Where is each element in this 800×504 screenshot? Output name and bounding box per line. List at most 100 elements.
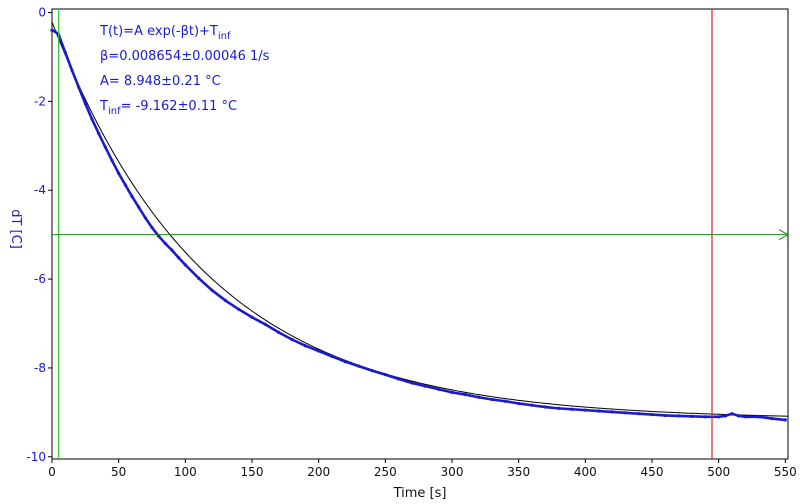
x-tick-label: 350 [507, 465, 530, 479]
data-point [70, 68, 74, 72]
data-point [757, 415, 761, 419]
data-point [357, 364, 361, 368]
data-point [703, 415, 707, 419]
data-point [370, 369, 374, 373]
data-point [210, 288, 214, 292]
data-point [197, 276, 201, 280]
data-point [530, 403, 534, 407]
x-axis-label: Time [s] [393, 486, 447, 501]
data-point [123, 183, 127, 187]
data-point [663, 413, 667, 418]
threshold-arrow-icon [778, 229, 790, 241]
x-tick-label: 550 [774, 465, 797, 479]
x-tick-label: 100 [174, 465, 197, 479]
data-point [397, 377, 401, 381]
x-tick-label: 250 [374, 465, 397, 479]
data-point [103, 145, 107, 149]
y-tick-label: -2 [34, 94, 46, 108]
fit-annotation: β=0.008654±0.00046 1/s [100, 49, 270, 64]
data-point [303, 344, 307, 348]
data-point [650, 412, 654, 417]
x-tick-label: 500 [707, 465, 730, 479]
data-point [570, 407, 574, 411]
y-tick-label: -4 [34, 183, 46, 197]
data-point [150, 225, 154, 230]
axes-layer: 0-2-4-6-8-100 50 100 150 200 250 300 350 400 450 5… [8, 6, 797, 501]
data-point [637, 412, 641, 416]
data-point [783, 418, 787, 422]
data-point [477, 395, 481, 399]
data-point [330, 354, 334, 358]
x-tick-label: 50 [111, 465, 126, 479]
data-point [770, 416, 774, 421]
data-point [623, 411, 627, 415]
annotation-subscript: inf [108, 106, 121, 117]
annotation-prefix: T [99, 99, 108, 114]
data-point [90, 117, 94, 121]
fit-annotation: Tinf= -9.162±0.11 °C [99, 99, 237, 117]
fit-layer [51, 21, 789, 417]
y-tick-label: 0 [38, 6, 46, 20]
x-tick-label: 150 [241, 465, 264, 479]
data-point [543, 405, 547, 409]
data-point [53, 29, 57, 33]
data-point [583, 408, 587, 412]
fit-annotation: A= 8.948±0.21 °C [100, 74, 221, 89]
data-point [450, 390, 454, 394]
data-point [277, 330, 281, 334]
y-axis-label: dT [C] [8, 209, 23, 249]
x-tick-label: 400 [574, 465, 597, 479]
data-point [317, 349, 321, 353]
fit-curve [51, 21, 789, 417]
data-point [290, 337, 294, 342]
data-point [83, 102, 87, 106]
data-point [517, 401, 521, 406]
data-point [677, 414, 681, 418]
y-tick-label: -6 [34, 272, 46, 286]
annotation-text: β=0.008654±0.00046 1/s [100, 49, 270, 64]
data-point [110, 158, 114, 163]
data-point [63, 50, 67, 55]
data-point [177, 256, 181, 260]
data-point [463, 392, 467, 397]
data-point [77, 85, 81, 89]
data-point [263, 322, 267, 326]
data-point [723, 414, 727, 418]
x-tick-label: 450 [641, 465, 664, 479]
data-point [410, 381, 414, 385]
x-tick-label: 300 [441, 465, 464, 479]
marker-layer [52, 9, 790, 459]
data-point [97, 131, 101, 135]
plot-area [51, 8, 789, 460]
data-point [503, 399, 507, 403]
data-point [737, 414, 741, 418]
plot-frame [51, 8, 789, 460]
data-point [557, 406, 561, 410]
data-point [237, 307, 241, 311]
annotation-subscript: inf [218, 31, 231, 42]
data-point [717, 415, 721, 419]
data-point [130, 194, 134, 199]
data-point [250, 315, 254, 319]
x-tick-label: 200 [307, 465, 330, 479]
data-point [743, 415, 747, 419]
fit-annotation: T(t)=A exp(-βt)+Tinf [99, 24, 231, 42]
data-point [223, 298, 227, 303]
annotation-text: A= 8.948±0.21 °C [100, 74, 221, 89]
data-point [343, 360, 347, 364]
data-point [610, 410, 614, 414]
y-tick-label: -10 [26, 450, 46, 464]
data-point [143, 216, 147, 220]
data-point [730, 412, 734, 416]
annotation-text: = -9.162±0.11 °C [121, 99, 237, 114]
data-point [170, 248, 174, 252]
data-point [597, 409, 601, 413]
data-point [383, 373, 387, 377]
data-point [490, 397, 494, 402]
data-point [437, 387, 441, 391]
annotation-text: T(t)=A exp(-βt)+T [99, 24, 218, 39]
data-point [157, 234, 161, 238]
y-tick-label: -8 [34, 361, 46, 375]
data-point [690, 414, 694, 418]
